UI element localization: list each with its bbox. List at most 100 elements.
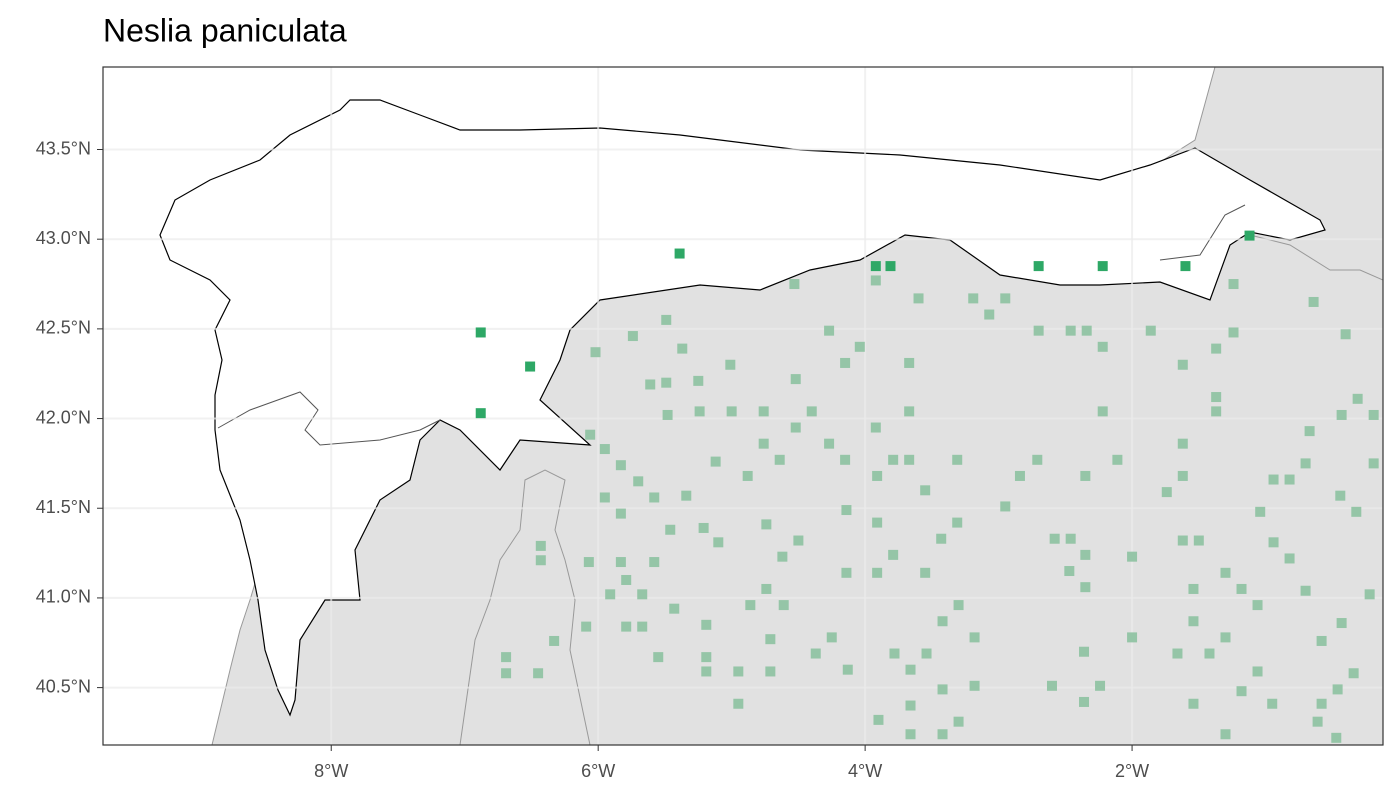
occurrence-point (761, 583, 772, 594)
occurrence-point (1177, 535, 1188, 546)
x-tick-label: 6°W (581, 761, 615, 781)
occurrence-point (870, 261, 881, 272)
occurrence-point (1145, 325, 1156, 336)
occurrence-point (1308, 296, 1319, 307)
occurrence-point (693, 375, 704, 386)
occurrence-point (936, 533, 947, 544)
occurrence-point (777, 551, 788, 562)
occurrence-point (583, 557, 594, 568)
occurrence-point (633, 476, 644, 487)
occurrence-point (605, 589, 616, 600)
occurrence-point (1080, 582, 1091, 593)
occurrence-point (501, 668, 512, 679)
occurrence-point (793, 535, 804, 546)
occurrence-point (937, 616, 948, 627)
occurrence-point (826, 632, 837, 643)
occurrence-point (913, 293, 924, 304)
occurrence-point (677, 343, 688, 354)
occurrence-point (1220, 632, 1231, 643)
occurrence-point (1368, 409, 1379, 420)
occurrence-point (1000, 293, 1011, 304)
occurrence-point (1268, 537, 1279, 548)
occurrence-point (1000, 501, 1011, 512)
occurrence-point (1177, 438, 1188, 449)
occurrence-point (1335, 490, 1346, 501)
occurrence-point (681, 490, 692, 501)
occurrence-point (1267, 698, 1278, 709)
occurrence-point (921, 648, 932, 659)
occurrence-point (637, 589, 648, 600)
occurrence-point (1204, 648, 1215, 659)
occurrence-point (790, 422, 801, 433)
occurrence-point (1228, 279, 1239, 290)
occurrence-point (1193, 535, 1204, 546)
occurrence-point (920, 567, 931, 578)
y-tick-label: 42.0°N (36, 407, 91, 427)
occurrence-point (1188, 583, 1199, 594)
occurrence-point (710, 456, 721, 467)
occurrence-point (1211, 406, 1222, 417)
occurrence-point (952, 517, 963, 528)
occurrence-point (599, 444, 610, 455)
occurrence-point (649, 557, 660, 568)
occurrence-point (905, 729, 916, 740)
chart-title: Neslia paniculata (103, 12, 347, 48)
occurrence-point (1097, 261, 1108, 272)
occurrence-point (1127, 551, 1138, 562)
occurrence-point (1268, 474, 1279, 485)
occurrence-point (1304, 426, 1315, 437)
occurrence-point (1180, 261, 1191, 272)
occurrence-point (1244, 230, 1255, 241)
occurrence-point (888, 454, 899, 465)
occurrence-point (1316, 698, 1327, 709)
occurrence-point (873, 714, 884, 725)
occurrence-point (904, 357, 915, 368)
occurrence-point (1348, 668, 1359, 679)
y-tick-label: 43.0°N (36, 228, 91, 248)
occurrence-point (662, 409, 673, 420)
occurrence-point (661, 314, 672, 325)
occurrence-point (1352, 393, 1363, 404)
occurrence-point (615, 460, 626, 471)
occurrence-point (1127, 632, 1138, 643)
occurrence-point (599, 492, 610, 503)
occurrence-point (1095, 680, 1106, 691)
occurrence-point (790, 374, 801, 385)
occurrence-point (1064, 566, 1075, 577)
occurrence-point (621, 574, 632, 585)
occurrence-point (920, 485, 931, 496)
occurrence-point (535, 555, 546, 566)
y-tick-label: 42.5°N (36, 318, 91, 338)
occurrence-point (742, 470, 753, 481)
study-region (159, 99, 1326, 717)
occurrence-point (1316, 635, 1327, 646)
occurrence-point (953, 716, 964, 727)
occurrence-point (1300, 585, 1311, 596)
occurrence-point (840, 357, 851, 368)
occurrence-point (905, 664, 916, 675)
occurrence-point (969, 680, 980, 691)
occurrence-point (665, 524, 676, 535)
occurrence-point (1080, 549, 1091, 560)
occurrence-point (1336, 409, 1347, 420)
y-tick-label: 43.5°N (36, 138, 91, 158)
occurrence-point (904, 406, 915, 417)
x-tick-label: 2°W (1115, 761, 1149, 781)
occurrence-point (475, 408, 486, 419)
occurrence-point (1177, 470, 1188, 481)
points (475, 230, 1379, 743)
occurrence-point (765, 666, 776, 677)
occurrence-point (615, 557, 626, 568)
occurrence-point (842, 664, 853, 675)
occurrence-point (1220, 567, 1231, 578)
occurrence-point (937, 684, 948, 695)
occurrence-point (1340, 329, 1351, 340)
occurrence-point (1332, 684, 1343, 695)
occurrence-point (1033, 325, 1044, 336)
occurrence-point (1188, 698, 1199, 709)
occurrence-point (765, 634, 776, 645)
occurrence-point (1097, 406, 1108, 417)
occurrence-point (904, 454, 915, 465)
occurrence-point (698, 522, 709, 533)
occurrence-point (1331, 732, 1342, 743)
